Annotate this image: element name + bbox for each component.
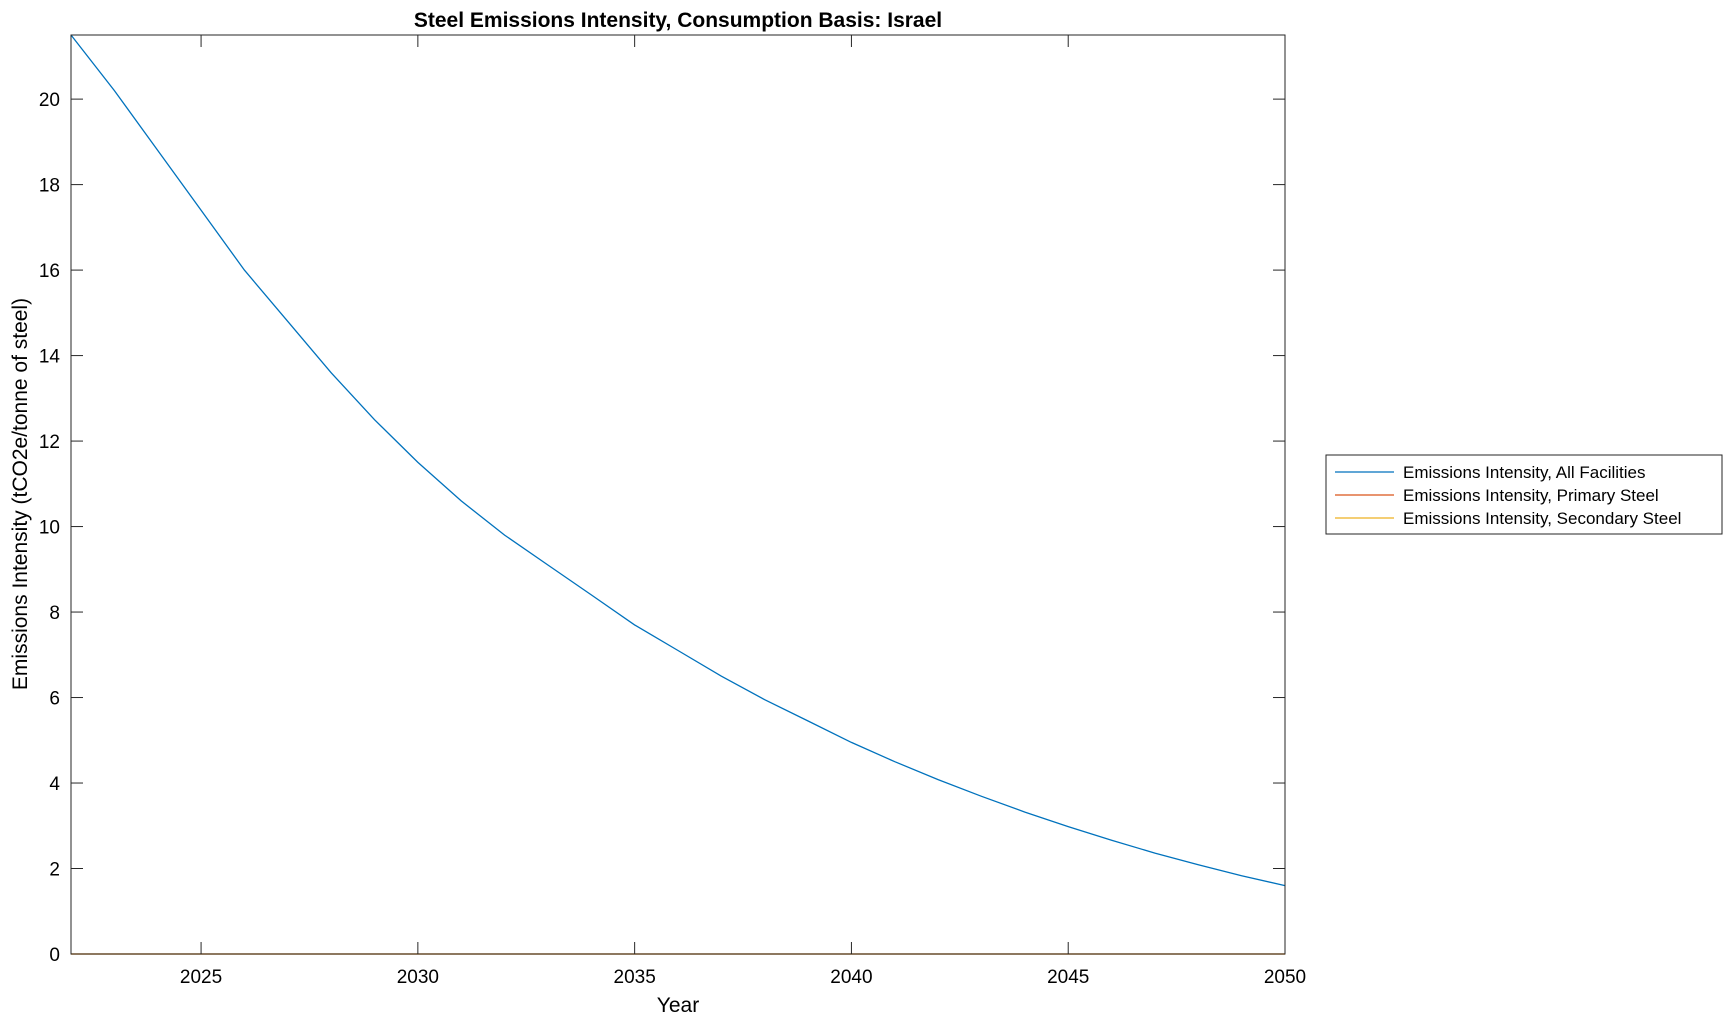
y-tick-label: 0	[49, 945, 60, 966]
y-tick-label: 10	[39, 518, 60, 539]
y-tick-label: 2	[49, 860, 60, 881]
y-axis-label: Emissions Intensity (tCO2e/tonne of stee…	[9, 298, 32, 690]
x-tick-labels: 2025 2030 2035 2040 2045 2050	[180, 967, 1306, 988]
x-tick-label: 2045	[1047, 967, 1089, 988]
legend: Emissions Intensity, All Facilities Emis…	[1325, 454, 1723, 535]
x-tick-label: 2025	[180, 967, 222, 988]
plot-area-frame	[70, 34, 1286, 955]
x-tick-label: 2030	[397, 967, 439, 988]
legend-label-all-facilities: Emissions Intensity, All Facilities	[1403, 463, 1645, 482]
x-tick-label: 2035	[614, 967, 656, 988]
axis-ticks	[71, 35, 1286, 955]
x-tick-label: 2050	[1264, 967, 1306, 988]
x-axis-label: Year	[657, 994, 699, 1017]
y-tick-label: 12	[39, 432, 60, 453]
y-tick-label: 4	[49, 774, 60, 795]
y-tick-labels: 0 2 4 6 8 10 12 14 16 18 20	[39, 90, 61, 966]
series-line-emissions-intensity-all-facilities	[70, 34, 1286, 887]
x-tick-label: 2040	[830, 967, 872, 988]
y-tick-label: 16	[39, 261, 60, 282]
chart-title: Steel Emissions Intensity, Consumption B…	[414, 9, 942, 32]
legend-label-primary-steel: Emissions Intensity, Primary Steel	[1403, 486, 1659, 505]
y-tick-label: 18	[39, 176, 60, 197]
legend-label-secondary-steel: Emissions Intensity, Secondary Steel	[1403, 509, 1681, 528]
y-tick-label: 14	[39, 347, 61, 368]
y-tick-label: 6	[49, 689, 60, 710]
y-tick-label: 20	[39, 90, 60, 111]
y-tick-label: 8	[49, 603, 60, 624]
